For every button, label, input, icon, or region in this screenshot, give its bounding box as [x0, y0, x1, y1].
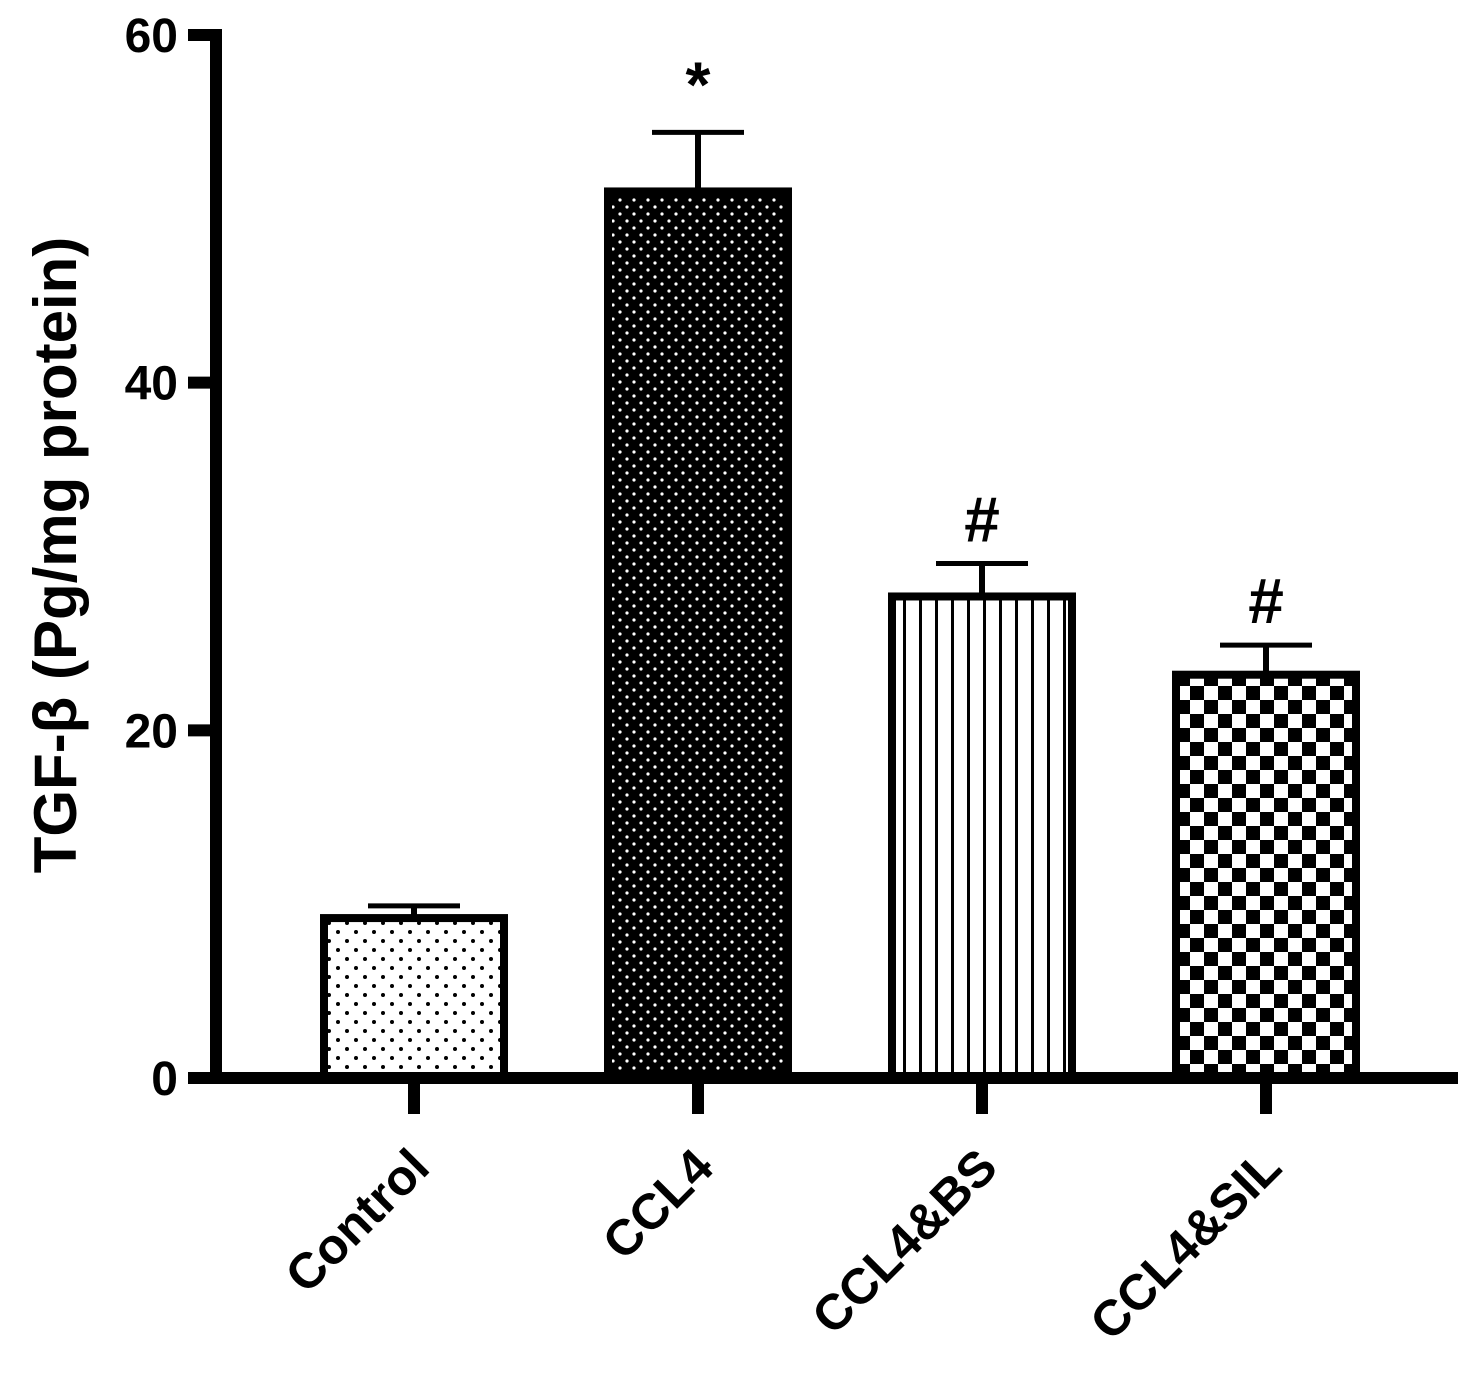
y-tick-label: 20: [125, 705, 178, 758]
significance-annotations-layer: * # #: [686, 48, 1284, 637]
y-ticks-layer: 0 20 40 60: [125, 10, 216, 1106]
axes-layer: [192, 29, 1458, 1084]
y-axis-title: TGF-β (Pg/mg protein): [22, 237, 89, 874]
y-tick-label: 0: [151, 1053, 178, 1106]
significance-marker: #: [1248, 565, 1284, 637]
significance-marker: *: [686, 48, 711, 120]
bar: [604, 187, 792, 1082]
x-tick-label: CCL4&SIL: [1079, 1138, 1291, 1350]
significance-marker: #: [964, 483, 1000, 555]
x-tick-label: CCL4&BS: [801, 1138, 1008, 1345]
y-axis-title-group: TGF-β (Pg/mg protein): [22, 237, 89, 874]
error-bars-layer: [368, 129, 1312, 919]
x-ticks-layer: Control CCL4 CCL4&BS CCL4&SIL: [275, 1078, 1292, 1351]
y-tick-label: 60: [125, 10, 178, 63]
x-tick-label: CCL4: [592, 1138, 724, 1270]
bar: [888, 592, 1076, 1083]
bar: [1172, 670, 1360, 1082]
bar: [320, 914, 508, 1082]
y-tick-label: 40: [125, 358, 178, 411]
x-tick-label: Control: [275, 1138, 440, 1303]
bars-layer: [320, 187, 1360, 1083]
